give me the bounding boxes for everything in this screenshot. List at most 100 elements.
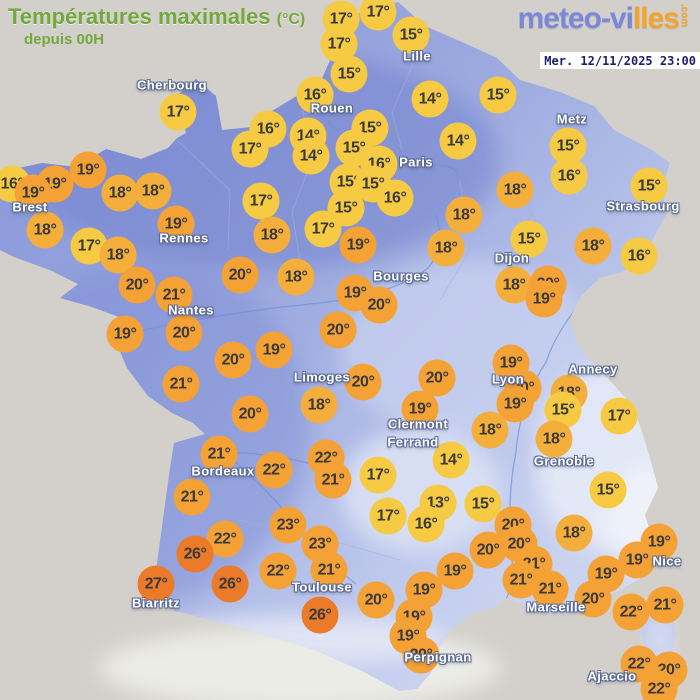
- temperature-badge[interactable]: 18°: [253, 216, 291, 254]
- temperature-badge[interactable]: 26°: [176, 535, 214, 573]
- temperature-badge[interactable]: 20°: [357, 581, 395, 619]
- temperature-badge[interactable]: 20°: [469, 531, 507, 569]
- temperature-badge[interactable]: 20°: [118, 266, 156, 304]
- temperature-badge[interactable]: 20°: [344, 363, 382, 401]
- temperature-badge[interactable]: 18°: [277, 258, 315, 296]
- city-label: Dijon: [494, 250, 530, 266]
- temperature-badge[interactable]: 21°: [310, 551, 348, 589]
- temperature-badge[interactable]: 26°: [301, 596, 339, 634]
- temperature-badge[interactable]: 18°: [495, 266, 533, 304]
- temperature-badge[interactable]: 22°: [612, 593, 650, 631]
- temperature-badge[interactable]: 20°: [360, 286, 398, 324]
- temperature-badge[interactable]: 21°: [531, 570, 569, 608]
- temperature-badge[interactable]: 21°: [162, 365, 200, 403]
- temperature-badge[interactable]: 21°: [646, 586, 684, 624]
- city-label: Bourges: [373, 268, 429, 284]
- temperature-badge[interactable]: 20°: [402, 636, 440, 674]
- temperature-badge[interactable]: 23°: [269, 506, 307, 544]
- temperature-badge[interactable]: 18°: [134, 172, 172, 210]
- meteo-villes-logo[interactable]: meteo-villes.com: [518, 2, 690, 36]
- temperature-badge[interactable]: 20°: [231, 395, 269, 433]
- temperature-badge[interactable]: 18°: [574, 227, 612, 265]
- temperature-badge[interactable]: 17°: [600, 397, 638, 435]
- temperature-badge[interactable]: 19°: [339, 226, 377, 264]
- temperature-badge[interactable]: 15°: [544, 391, 582, 429]
- temperature-badge[interactable]: 16°: [376, 179, 414, 217]
- temperature-badge[interactable]: 17°: [359, 456, 397, 494]
- city-label: Paris: [399, 154, 433, 170]
- logo-blue-part: meteo-vi: [517, 2, 634, 35]
- temperature-badge[interactable]: 21°: [173, 478, 211, 516]
- temperature-badge[interactable]: 17°: [369, 497, 407, 535]
- temperature-badge[interactable]: 18°: [555, 514, 593, 552]
- temperature-badge[interactable]: 20°: [221, 256, 259, 294]
- temperature-badge[interactable]: 15°: [510, 220, 548, 258]
- temperature-badge[interactable]: 18°: [26, 211, 64, 249]
- temperature-badge[interactable]: 20°: [319, 311, 357, 349]
- temperature-badge[interactable]: 18°: [535, 420, 573, 458]
- temperature-badge[interactable]: 20°: [165, 314, 203, 352]
- temperature-badge[interactable]: 19°: [525, 280, 563, 318]
- temperature-badge[interactable]: 22°: [255, 451, 293, 489]
- temperature-badge[interactable]: 16°: [249, 110, 287, 148]
- temperature-badge[interactable]: 18°: [101, 174, 139, 212]
- temperature-badge[interactable]: 19°: [255, 331, 293, 369]
- temperature-badge[interactable]: 19°: [401, 390, 439, 428]
- temperature-badge[interactable]: 20°: [418, 359, 456, 397]
- temperature-badge[interactable]: 18°: [427, 229, 465, 267]
- city-label: Biarritz: [132, 595, 180, 611]
- temperature-badge[interactable]: 19°: [157, 205, 195, 243]
- temperature-badge[interactable]: 22°: [640, 670, 678, 700]
- temperature-badge[interactable]: 15°: [335, 129, 373, 167]
- city-label: Perpignan: [404, 649, 472, 665]
- temperature-badge[interactable]: 14°: [292, 137, 330, 175]
- temperature-badge[interactable]: 15°: [479, 76, 517, 114]
- city-label: Cherbourg: [136, 77, 208, 93]
- temperature-badge[interactable]: 19°: [14, 174, 52, 212]
- temperature-badge[interactable]: 16°: [550, 157, 588, 195]
- temperature-badge[interactable]: 21°: [155, 276, 193, 314]
- temperature-badge[interactable]: 15°: [330, 55, 368, 93]
- city-label: Grenoble: [533, 453, 595, 469]
- temperature-badge[interactable]: 26°: [211, 565, 249, 603]
- title-unit: (°C): [276, 11, 306, 28]
- temperature-badge[interactable]: 19°: [436, 552, 474, 590]
- temperature-badge[interactable]: 21°: [200, 435, 238, 473]
- temperature-badge[interactable]: 19°: [106, 315, 144, 353]
- temperature-badge[interactable]: 19°: [618, 541, 656, 579]
- temperature-badge[interactable]: 17°: [304, 210, 342, 248]
- temperature-badge[interactable]: 22°: [259, 552, 297, 590]
- temperature-badge[interactable]: 18°: [300, 386, 338, 424]
- temperature-badge[interactable]: 18°: [471, 411, 509, 449]
- temperature-badge[interactable]: 16°: [620, 237, 658, 275]
- temperature-badge[interactable]: 16°: [296, 76, 334, 114]
- city-label: Limoges: [293, 369, 351, 385]
- temperature-badge[interactable]: 20°: [574, 580, 612, 618]
- temperature-badge[interactable]: 17°: [359, 0, 397, 31]
- temperature-badge[interactable]: 19°: [69, 151, 107, 189]
- temperature-badge[interactable]: 21°: [314, 461, 352, 499]
- temperature-badge[interactable]: 18°: [445, 196, 483, 234]
- temperature-badge[interactable]: 14°: [432, 441, 470, 479]
- temperature-badge[interactable]: 20°: [214, 341, 252, 379]
- temperature-badge[interactable]: 17°: [242, 182, 280, 220]
- temperature-badge[interactable]: 17°: [231, 130, 269, 168]
- temperature-badge[interactable]: 17°: [159, 93, 197, 131]
- temperature-badge[interactable]: 18°: [496, 171, 534, 209]
- city-label: Lille: [402, 48, 432, 64]
- datetime-stamp: Mer. 12/11/2025 23:00: [540, 52, 700, 69]
- temperature-badge[interactable]: 15°: [630, 167, 668, 205]
- temperature-badge[interactable]: 14°: [439, 122, 477, 160]
- temperature-badge[interactable]: 16°: [407, 505, 445, 543]
- temperature-badge[interactable]: 15°: [589, 471, 627, 509]
- title-text: Températures maximales: [8, 4, 271, 29]
- city-label: Annecy: [568, 361, 618, 377]
- temperature-badge[interactable]: 27°: [137, 565, 175, 603]
- city-label: Nantes: [168, 302, 214, 318]
- temperature-badge[interactable]: 17°: [320, 25, 358, 63]
- temperature-badge[interactable]: 15°: [392, 16, 430, 54]
- temperature-badge[interactable]: 14°: [411, 80, 449, 118]
- city-label: Strasbourg: [606, 198, 680, 214]
